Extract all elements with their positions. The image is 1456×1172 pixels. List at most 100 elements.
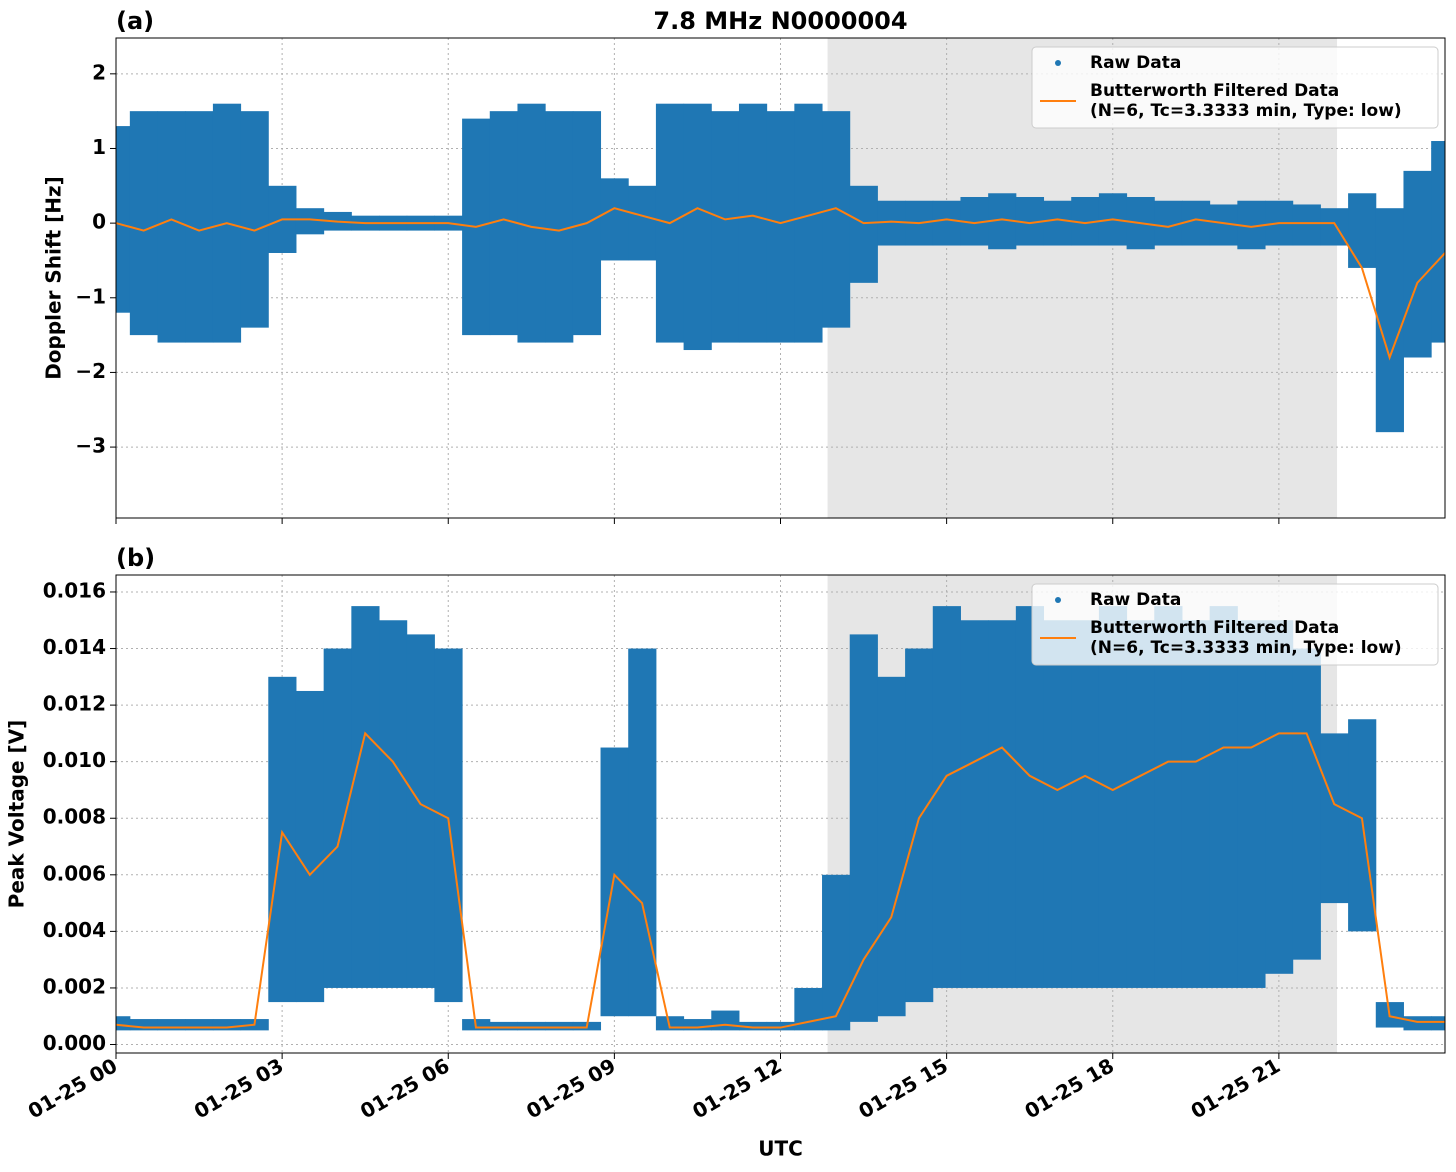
filtered-line xyxy=(116,731,1445,1029)
y-tick-label: 0.000 xyxy=(43,1031,106,1055)
y-tick-label: 0.004 xyxy=(43,918,106,942)
legend-marker xyxy=(1055,597,1061,603)
raw-data-band xyxy=(738,1021,768,1031)
y-tick-label: 0.006 xyxy=(43,861,106,885)
raw-data-band xyxy=(157,1019,186,1031)
raw-data-band xyxy=(545,1021,574,1031)
y-tick-label: 0 xyxy=(92,210,106,234)
y-tick-label: −2 xyxy=(75,359,106,383)
raw-data-band xyxy=(628,185,657,261)
y-tick-label: 0.008 xyxy=(43,805,106,829)
raw-data-band xyxy=(1181,200,1211,246)
raw-data-band xyxy=(794,103,823,343)
raw-data-band xyxy=(905,648,934,1003)
raw-data-band xyxy=(822,111,851,328)
x-axis-label: UTC xyxy=(758,1137,803,1161)
raw-data-band xyxy=(1348,193,1377,268)
legend-marker xyxy=(1055,60,1061,66)
raw-data-band xyxy=(988,620,1017,988)
raw-data-band xyxy=(1043,200,1072,246)
raw-data-band xyxy=(1015,606,1045,988)
raw-data-band xyxy=(683,1019,712,1031)
raw-data-band xyxy=(1265,620,1294,974)
raw-data-band xyxy=(1043,620,1072,988)
y-tick-label: 2 xyxy=(92,60,106,84)
raw-data-band xyxy=(157,111,186,343)
x-tick-label: 01-25 21 xyxy=(1187,1053,1285,1123)
raw-data-band xyxy=(240,111,269,328)
raw-data-band xyxy=(628,648,657,1017)
x-tick-label: 01-25 09 xyxy=(522,1053,620,1123)
raw-data-band xyxy=(406,634,435,988)
legend-label: Raw Data xyxy=(1090,590,1181,610)
raw-data-band xyxy=(600,178,629,261)
raw-data-band xyxy=(295,208,325,235)
raw-data-band xyxy=(129,111,159,336)
x-tick-label: 01-25 00 xyxy=(24,1053,122,1123)
x-tick-label: 01-25 12 xyxy=(688,1053,786,1123)
raw-data-band xyxy=(268,676,297,1003)
raw-data-band xyxy=(517,103,546,343)
panel-label: (b) xyxy=(116,544,155,572)
raw-data-band xyxy=(711,111,740,343)
raw-data-band xyxy=(1320,733,1349,904)
legend-box xyxy=(1031,583,1439,666)
legend-box xyxy=(1031,46,1439,129)
raw-data-band xyxy=(489,111,518,336)
raw-data-band xyxy=(1098,606,1128,988)
panel-label: (a) xyxy=(116,7,154,35)
raw-data-band xyxy=(1154,606,1183,988)
raw-data-band xyxy=(932,606,961,988)
raw-data-band xyxy=(379,620,408,988)
x-tick-label: 01-25 18 xyxy=(1020,1053,1118,1123)
raw-data-band xyxy=(116,1016,131,1031)
raw-data-band xyxy=(822,874,851,1031)
raw-data-band xyxy=(683,103,712,351)
raw-data-band xyxy=(1431,1016,1445,1031)
legend-label-detail: (N=6, Tc=3.3333 min, Type: low) xyxy=(1090,101,1402,121)
raw-data-band xyxy=(351,606,380,988)
legend-label: Butterworth Filtered Data xyxy=(1090,618,1339,638)
raw-data-band xyxy=(766,111,795,343)
raw-data-band xyxy=(1431,141,1445,343)
y-tick-label: −3 xyxy=(75,434,106,458)
raw-data-band xyxy=(1071,620,1100,988)
raw-data-band xyxy=(1126,620,1155,988)
raw-data-band xyxy=(738,103,768,343)
y-axis-label: Doppler Shift [Hz] xyxy=(42,176,66,380)
raw-data-band xyxy=(1209,606,1238,988)
y-tick-label: 0.002 xyxy=(43,974,106,998)
y-tick-label: −1 xyxy=(75,284,106,308)
raw-data-band xyxy=(1375,208,1404,433)
filtered-line xyxy=(116,207,1445,361)
plot-area xyxy=(116,575,1445,1053)
y-tick-label: 0.016 xyxy=(43,578,106,602)
raw-data-band xyxy=(116,126,131,313)
raw-data-band xyxy=(1181,620,1211,988)
y-tick-label: 0.010 xyxy=(43,748,106,772)
y-tick-label: 0.012 xyxy=(43,692,106,716)
x-tick-label: 01-25 15 xyxy=(854,1053,952,1123)
raw-data-band xyxy=(1292,204,1321,246)
legend-label: Raw Data xyxy=(1090,53,1181,73)
raw-data-band xyxy=(129,1019,159,1031)
raw-data-band xyxy=(295,690,325,1003)
raw-data-band xyxy=(212,1019,242,1031)
chart-title: 7.8 MHz N0000004 xyxy=(653,7,907,35)
raw-data-band xyxy=(849,634,878,1022)
raw-data-band xyxy=(932,200,961,246)
raw-data-band xyxy=(766,1021,795,1031)
raw-data-band xyxy=(849,185,878,283)
raw-data-band xyxy=(1403,1016,1432,1031)
raw-data-band xyxy=(877,676,906,1017)
raw-data-band xyxy=(323,648,352,988)
raw-data-band xyxy=(545,111,574,343)
raw-data-band xyxy=(960,620,989,988)
raw-data-band xyxy=(1237,620,1266,988)
y-tick-label: 0.014 xyxy=(43,635,106,659)
legend-label-detail: (N=6, Tc=3.3333 min, Type: low) xyxy=(1090,638,1402,658)
raw-data-band xyxy=(1154,200,1183,246)
raw-data-band xyxy=(517,1021,546,1031)
legend-label: Butterworth Filtered Data xyxy=(1090,81,1339,101)
